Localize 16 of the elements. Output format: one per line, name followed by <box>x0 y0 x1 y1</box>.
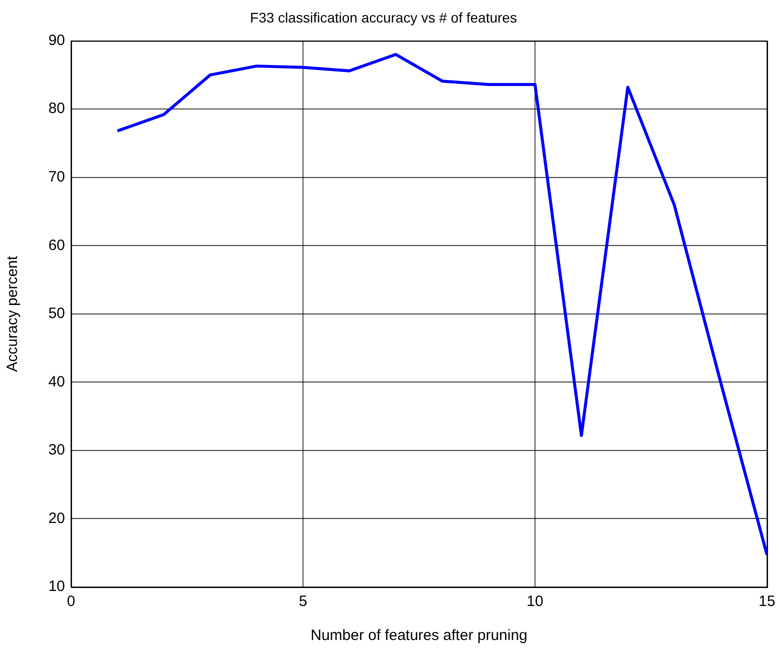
x-axis-title: Number of features after pruning <box>310 627 528 644</box>
chart-title: F33 classification accuracy vs # of features <box>250 9 517 26</box>
y-tick-label: 90 <box>48 32 65 49</box>
x-tick-label: 0 <box>66 593 76 610</box>
y-tick-label: 40 <box>48 373 65 390</box>
x-tick-label: 15 <box>758 593 776 610</box>
y-tick-label: 10 <box>48 578 65 596</box>
y-tick-label: 30 <box>48 442 65 459</box>
y-tick-label: 80 <box>48 100 65 118</box>
y-tick-label: 60 <box>48 236 65 254</box>
y-tick-label: 20 <box>48 510 65 527</box>
x-tick-label: 5 <box>298 593 308 610</box>
y-tick-label: 50 <box>48 305 65 322</box>
x-tick-label: 10 <box>526 593 544 610</box>
y-tick-label: 70 <box>48 168 65 186</box>
y-axis-title: Accuracy percent <box>4 255 22 372</box>
